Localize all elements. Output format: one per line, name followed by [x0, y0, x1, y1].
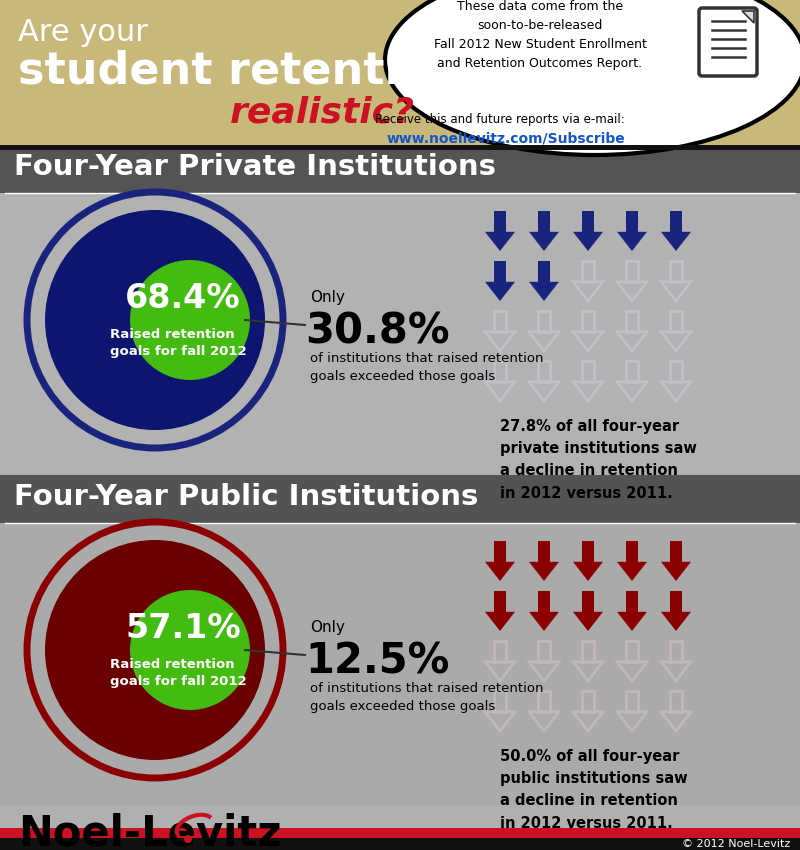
Bar — [582, 311, 594, 332]
Bar — [582, 541, 594, 562]
Polygon shape — [485, 232, 515, 251]
Polygon shape — [661, 612, 691, 631]
Polygon shape — [529, 232, 559, 251]
Text: Only: Only — [310, 290, 345, 305]
Bar — [670, 541, 682, 562]
Text: Noel-Levitz: Noel-Levitz — [18, 813, 282, 850]
Bar — [494, 261, 506, 282]
Bar — [494, 361, 506, 382]
Text: 12.5%: 12.5% — [305, 640, 450, 682]
Polygon shape — [617, 612, 647, 631]
Bar — [494, 541, 506, 562]
Polygon shape — [529, 612, 559, 631]
Bar — [494, 591, 506, 612]
Bar — [0, 805, 800, 830]
Bar — [670, 691, 682, 711]
Text: Receive this and future reports via e-mail:: Receive this and future reports via e-ma… — [375, 113, 625, 126]
Polygon shape — [661, 232, 691, 251]
Polygon shape — [661, 562, 691, 581]
Bar — [670, 311, 682, 332]
Bar — [582, 261, 594, 282]
Polygon shape — [529, 282, 559, 301]
Polygon shape — [529, 562, 559, 581]
Bar — [582, 691, 594, 711]
Polygon shape — [617, 562, 647, 581]
Bar — [0, 828, 800, 840]
Bar — [626, 361, 638, 382]
Bar — [626, 641, 638, 662]
Bar — [494, 311, 506, 332]
Polygon shape — [617, 232, 647, 251]
Bar — [670, 211, 682, 232]
Bar — [670, 591, 682, 612]
Circle shape — [184, 835, 192, 843]
Text: 30.8%: 30.8% — [305, 310, 450, 352]
Bar — [582, 361, 594, 382]
Bar — [670, 641, 682, 662]
Bar — [0, 838, 800, 850]
Circle shape — [130, 590, 250, 710]
Bar — [670, 361, 682, 382]
Bar — [626, 261, 638, 282]
Bar — [538, 541, 550, 562]
Bar — [626, 211, 638, 232]
Text: Four-Year Private Institutions: Four-Year Private Institutions — [14, 153, 496, 181]
Bar — [538, 641, 550, 662]
Bar — [626, 691, 638, 711]
Bar — [626, 591, 638, 612]
Polygon shape — [485, 282, 515, 301]
Circle shape — [130, 260, 250, 380]
Bar — [582, 641, 594, 662]
Ellipse shape — [385, 0, 800, 155]
Text: of institutions that raised retention
goals exceeded those goals: of institutions that raised retention go… — [310, 352, 543, 383]
Bar — [0, 0, 800, 145]
Text: 50.0% of all four-year
public institutions saw
a decline in retention
in 2012 ve: 50.0% of all four-year public institutio… — [500, 749, 688, 830]
Text: Are your: Are your — [18, 18, 148, 47]
Bar — [538, 211, 550, 232]
Text: Four-Year Public Institutions: Four-Year Public Institutions — [14, 483, 478, 511]
Bar — [626, 541, 638, 562]
Bar — [494, 641, 506, 662]
Text: Raised retention
goals for fall 2012: Raised retention goals for fall 2012 — [110, 328, 246, 358]
Circle shape — [45, 210, 265, 430]
Bar — [0, 475, 800, 805]
Text: 27.8% of all four-year
private institutions saw
a decline in retention
in 2012 v: 27.8% of all four-year private instituti… — [500, 419, 697, 501]
Bar — [670, 261, 682, 282]
Bar — [626, 311, 638, 332]
Text: of institutions that raised retention
goals exceeded those goals: of institutions that raised retention go… — [310, 682, 543, 713]
Bar — [538, 361, 550, 382]
Text: 57.1%: 57.1% — [125, 611, 241, 644]
Text: www.noellevitz.com/Subscribe: www.noellevitz.com/Subscribe — [386, 131, 625, 145]
Bar — [538, 261, 550, 282]
Bar — [538, 591, 550, 612]
Text: Raised retention
goals for fall 2012: Raised retention goals for fall 2012 — [110, 658, 246, 688]
Bar — [494, 691, 506, 711]
FancyBboxPatch shape — [699, 8, 757, 76]
Polygon shape — [573, 612, 603, 631]
Bar — [582, 211, 594, 232]
Text: Only: Only — [310, 620, 345, 635]
Polygon shape — [573, 232, 603, 251]
Bar — [0, 145, 800, 193]
Text: © 2012 Noel-Levitz: © 2012 Noel-Levitz — [682, 839, 790, 849]
Bar — [538, 311, 550, 332]
Text: These data come from the
soon-to-be-released
Fall 2012 New Student Enrollment
an: These data come from the soon-to-be-rele… — [434, 0, 646, 70]
Bar — [0, 145, 800, 150]
Bar — [0, 145, 800, 475]
Polygon shape — [573, 562, 603, 581]
Polygon shape — [742, 11, 754, 23]
Bar — [538, 691, 550, 711]
Text: realistic?: realistic? — [230, 95, 415, 129]
Bar — [582, 591, 594, 612]
Circle shape — [45, 540, 265, 760]
Bar — [0, 475, 800, 523]
Polygon shape — [485, 612, 515, 631]
Polygon shape — [485, 562, 515, 581]
Text: student retention goals: student retention goals — [18, 50, 612, 93]
Bar — [494, 211, 506, 232]
Text: 68.4%: 68.4% — [125, 281, 241, 314]
